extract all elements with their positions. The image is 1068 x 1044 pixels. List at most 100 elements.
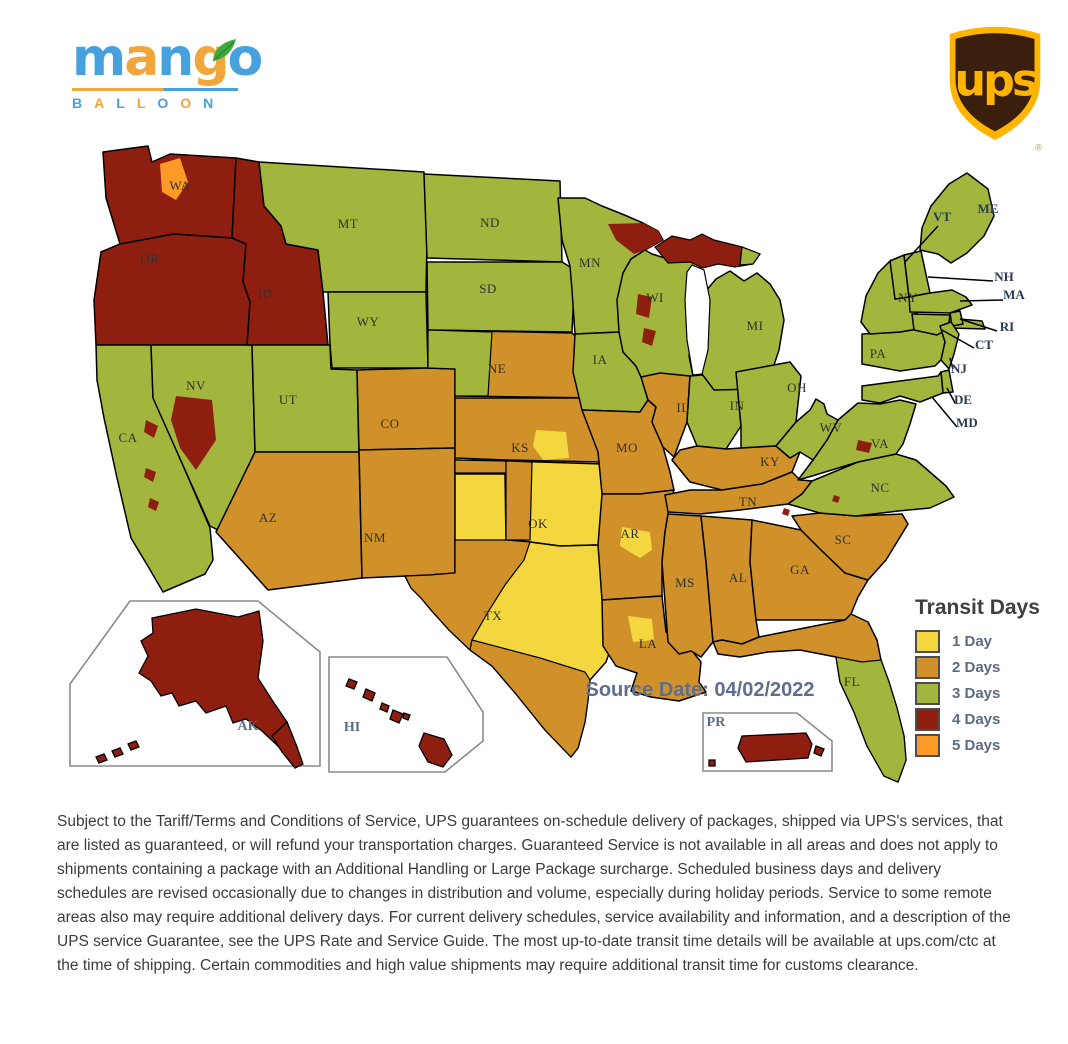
legend-label-4-day: 4 Days [952,710,1001,728]
legend-item-3-day: 3 Days [915,680,1040,706]
state-label-AR: AR [620,526,639,541]
callout-line-NJ [949,357,954,370]
state-label-IA: IA [593,352,608,367]
state-label-TN: TN [739,494,757,509]
state-label-ID: ID [258,286,273,301]
inset-shape-AK-3 [111,747,124,758]
inset-label-AK: AK [238,719,259,734]
state-WY [327,291,429,369]
patch-UPg [739,246,761,266]
ups-logo: ups ® [942,22,1048,154]
state-label-CA: CA [118,430,137,445]
state-label-MD: MD [956,415,978,430]
callout-line-RI [959,318,998,332]
map-lakes [684,264,711,376]
brand-letter: n [157,28,194,88]
legend-swatch-1-day [915,629,940,653]
state-label-GA: GA [790,562,810,577]
state-label-RI: RI [1000,319,1014,334]
inset-shape-HI-0 [345,678,358,690]
patch-NVr [171,396,216,470]
inset-label-HI: HI [344,720,360,735]
ups-shield-inner [955,33,1035,132]
state-label-CT: CT [975,337,993,352]
legend-items: 1 Day 2 Days 3 Days 4 Days 5 Days [915,628,1040,758]
state-SD [426,261,576,333]
brand-underline [72,88,238,91]
state-ME [919,172,995,264]
patch-CAr3 [148,498,159,511]
patch-TXs [469,639,591,758]
legend-item-2-day: 2 Days [915,654,1040,680]
inset-shape-PR-1 [813,745,825,757]
lake-michigan [684,264,711,376]
state-label-KS: KS [511,440,529,455]
state-label-VA: VA [871,436,889,451]
state-label-WY: WY [357,314,380,329]
inset-box-PR [702,712,833,772]
state-label-NV: NV [186,378,206,393]
inset-shape-AK-1 [271,720,304,769]
callout-line-DE [946,387,956,404]
state-label-KY: KY [760,454,780,469]
brand-subtitle: BALLOON [72,95,262,111]
inset-shape-AK-2 [95,753,108,764]
state-label-WA: WA [169,178,190,193]
patch-NCr [832,495,840,503]
state-label-SC: SC [835,532,852,547]
inset-shape-PR-2 [708,759,716,767]
state-label-ND: ND [480,215,500,230]
callout-line-CT [941,329,975,349]
state-label-LA: LA [639,636,657,651]
state-label-SD: SD [479,281,497,296]
legend-swatch-5-day [915,733,940,757]
patch-OKo2 [505,460,533,541]
brand-letter: g [192,28,229,88]
brand-subtitle-letter: O [180,95,204,111]
patch-TXw [404,539,531,652]
state-label-WI: WI [646,290,664,305]
map-patches [144,158,907,783]
inset-shape-HI-3 [389,709,404,724]
map-labels: WA OR CA NV ID MT WY UT CO AZ NM ND SD NE KS OK TX MN IA MO… [118,178,1025,689]
state-MD [861,371,944,404]
inset-shape-HI-2 [379,702,390,713]
state-label-IN: IN [730,398,745,413]
patch-WA5 [160,158,188,200]
state-label-ME: ME [978,201,999,216]
state-WV [775,398,839,461]
inset-shape-AK-4 [127,740,140,751]
brand-letter: a [124,28,159,88]
inset-shape-PR-0 [737,732,813,763]
inset-shape-HI-1 [362,688,376,702]
legend-swatch-2-day [915,655,940,679]
source-date: Source Date: 04/02/2022 [585,679,814,701]
state-label-NY: NY [898,290,918,305]
state-label-OR: OR [140,251,159,266]
legend-item-5-day: 5 Days [915,732,1040,758]
state-OR [93,233,251,346]
patch-OKo1 [454,459,507,474]
state-label-TX: TX [484,608,502,623]
state-label-VT: VT [933,209,951,224]
brand-subtitle-letter: O [157,95,181,111]
legend-title: Transit Days [915,596,1040,619]
state-label-MT: MT [338,216,359,231]
state-label-MO: MO [616,440,638,455]
patch-LAy [628,616,654,642]
transit-days-legend: Transit Days 1 Day 2 Days 3 Days 4 Days 5 Da… [915,596,1040,758]
leaf-icon [210,18,238,74]
patch-WIr2 [642,328,656,346]
map-callout-lines [904,225,1004,428]
legend-label-3-day: 3 Days [952,684,1001,702]
disclaimer-paragraph: Subject to the Tariff/Terms and Conditio… [57,813,1011,975]
state-label-NE: NE [488,361,506,376]
state-label-WV: WV [820,420,843,435]
patch-TNr [782,508,790,516]
state-label-OH: OH [787,380,807,395]
state-label-IL: IL [676,400,689,415]
state-label-MN: MN [579,255,601,270]
state-AZ [215,451,363,591]
state-label-PA: PA [870,346,887,361]
